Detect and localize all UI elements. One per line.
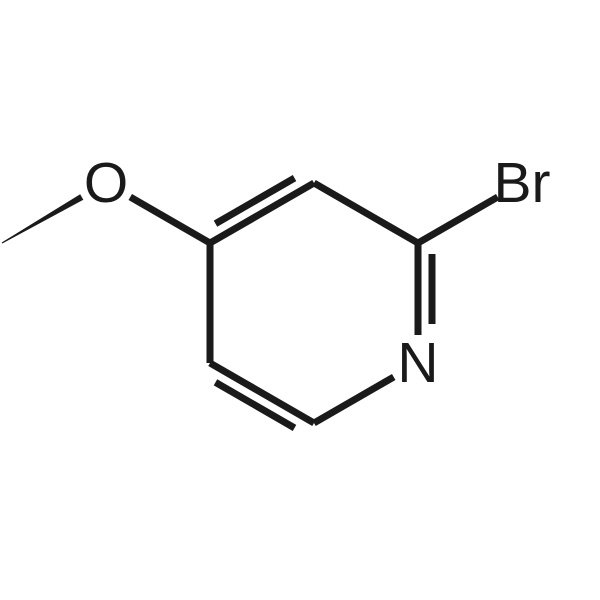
bond-C4-O	[130, 197, 210, 243]
bond-C2-Br	[418, 197, 498, 243]
bond-C3-C4	[210, 183, 314, 243]
atom-label-N: N	[397, 331, 438, 395]
bond-O-Me	[2, 194, 84, 243]
bond-C2-C3	[314, 183, 418, 243]
atom-label-O: O	[84, 151, 128, 215]
bond-C5-C6	[210, 363, 314, 423]
atom-label-Br: Br	[494, 151, 551, 215]
molecule-diagram: N Br O	[0, 0, 600, 600]
bond-C6-N	[314, 377, 394, 423]
